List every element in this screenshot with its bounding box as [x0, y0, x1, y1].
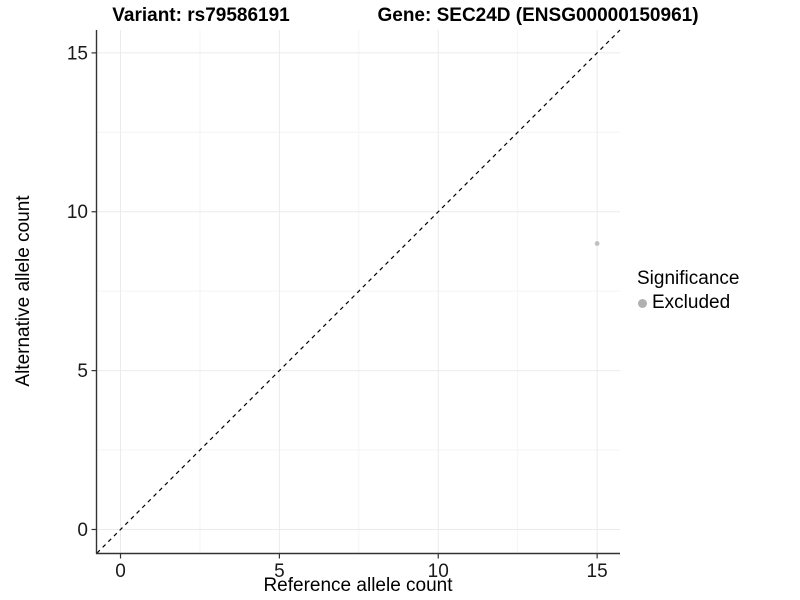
- x-tick-label: 5: [274, 561, 285, 582]
- y-tick-label: 10: [67, 202, 88, 223]
- y-axis-label: Alternative allele count: [13, 195, 34, 387]
- x-tick-label: 15: [587, 561, 608, 582]
- plot-title-gene: Gene: SEC24D (ENSG00000150961): [377, 5, 699, 26]
- data-point: [594, 241, 600, 246]
- y-tick-label: 5: [77, 361, 88, 382]
- x-tick-label: 0: [115, 561, 126, 582]
- identity-dashed-line: [96, 29, 621, 554]
- x-tick-label: 10: [428, 561, 449, 582]
- legend-item-excluded: Excluded: [638, 292, 739, 314]
- x-axis-label: Reference allele count: [263, 575, 453, 596]
- plot-title-variant: Variant: rs79586191: [112, 5, 290, 26]
- legend: Significance Excluded: [637, 268, 739, 314]
- y-tick-label: 0: [77, 520, 88, 541]
- legend-title: Significance: [637, 268, 740, 289]
- legend-point-icon: [638, 298, 647, 308]
- legend-item-label: Excluded: [652, 292, 731, 313]
- y-tick-label: 15: [67, 43, 88, 64]
